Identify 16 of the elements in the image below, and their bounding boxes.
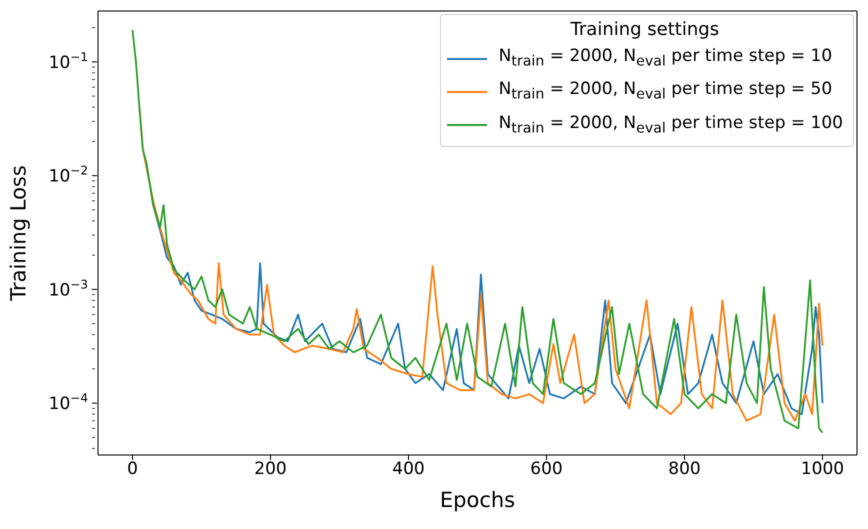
- y-tick-label: 10$^{−1}$: [48, 50, 88, 73]
- x-tick-label: 600: [530, 459, 563, 480]
- legend-label: N$_{train}$ = 2000, N$_{eval}$ per time step = 100: [498, 112, 843, 138]
- legend-title: Training settings: [570, 19, 720, 40]
- x-tick-label: 400: [392, 459, 425, 480]
- x-tick-label: 0: [127, 459, 138, 480]
- x-tick-label: 800: [668, 459, 701, 480]
- x-tick-label: 1000: [800, 459, 844, 480]
- y-tick-label: 10$^{−4}$: [48, 391, 88, 414]
- legend-label: N$_{train}$ = 2000, N$_{eval}$ per time step = 10: [498, 45, 832, 72]
- y-tick-label: 10$^{−2}$: [48, 164, 88, 187]
- y-axis-title: Training Loss: [6, 165, 30, 302]
- x-axis-title: Epochs: [440, 488, 516, 512]
- legend-label: N$_{train}$ = 2000, N$_{eval}$ per time step = 50: [498, 78, 832, 105]
- y-tick-label: 10$^{−3}$: [48, 277, 88, 300]
- x-tick-label: 200: [254, 459, 287, 480]
